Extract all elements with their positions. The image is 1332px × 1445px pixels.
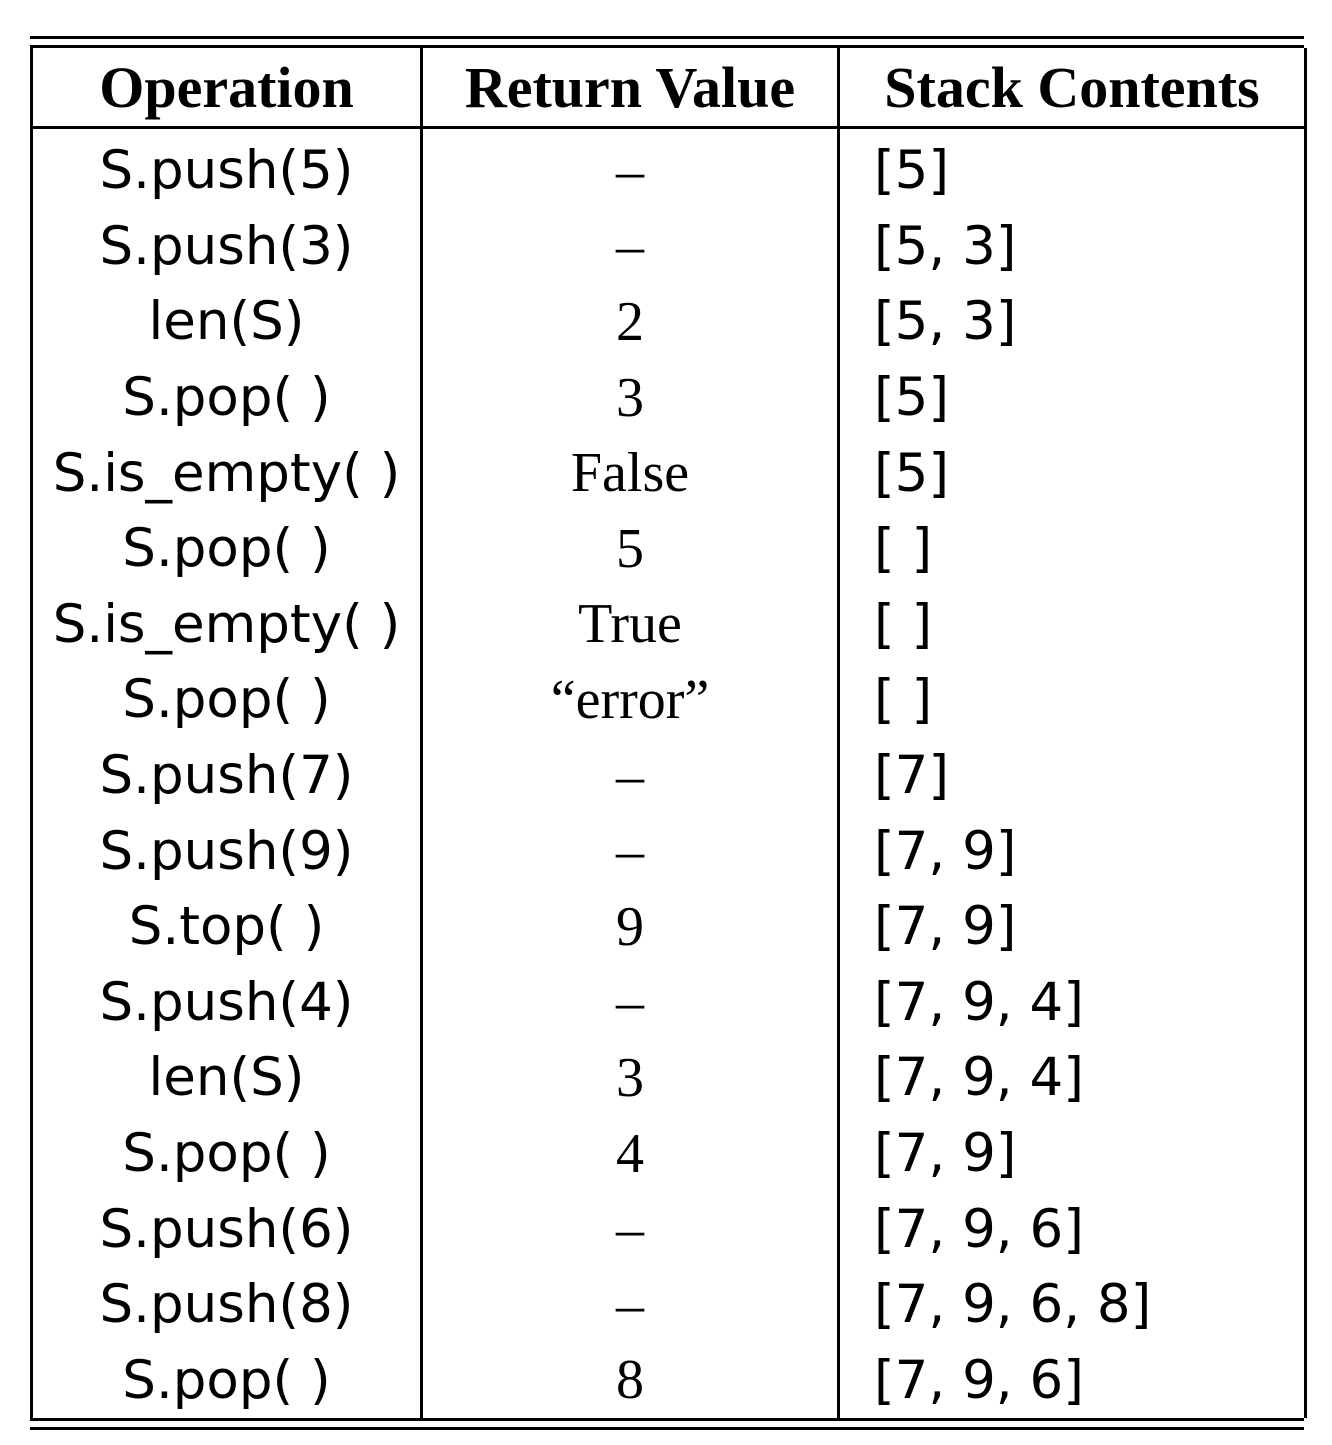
stack-contents-cell: [7, 9, 4] xyxy=(837,964,1307,1041)
top-rule-inner xyxy=(30,45,1304,48)
return-value-cell: – xyxy=(420,813,840,889)
stack-operations-table: Operation Return Value Stack Contents S.… xyxy=(30,48,1307,1419)
return-value-cell: 4 xyxy=(420,1115,840,1192)
return-value-cell: – xyxy=(420,1266,840,1343)
operation-cell: S.push(9) xyxy=(30,813,423,889)
table-row: S.push(4) – [7, 9, 4] xyxy=(30,964,1307,1041)
stack-contents-cell: [ ] xyxy=(837,586,1307,663)
header-row: Operation Return Value Stack Contents xyxy=(30,48,1307,129)
operation-cell: S.push(8) xyxy=(30,1266,423,1343)
return-value-cell: 3 xyxy=(420,359,840,436)
operation-cell: S.pop( ) xyxy=(30,510,423,587)
return-value-cell: 2 xyxy=(420,284,840,360)
return-value-cell: 5 xyxy=(420,510,840,587)
operation-cell: S.push(4) xyxy=(30,964,423,1041)
operation-cell: S.is_empty( ) xyxy=(30,435,423,511)
return-value-cell: 3 xyxy=(420,1040,840,1116)
return-value-cell: True xyxy=(420,586,840,663)
header-operation: Operation xyxy=(30,48,423,129)
table-row: S.is_empty( ) True[ ] xyxy=(30,586,1307,663)
stack-contents-cell: [5] xyxy=(837,359,1307,436)
table-row: S.is_empty( ) False [5] xyxy=(30,435,1307,511)
bottom-rule xyxy=(30,1427,1304,1431)
operation-cell: S.push(3) xyxy=(30,208,423,285)
operation-cell: S.pop( ) xyxy=(30,359,423,436)
stack-contents-cell: [7] xyxy=(837,737,1307,814)
operation-cell: S.pop( ) xyxy=(30,1115,423,1192)
stack-contents-cell: [7, 9, 6] xyxy=(837,1191,1307,1267)
stack-contents-cell: [7, 9, 4] xyxy=(837,1040,1307,1116)
table-row: S.pop( ) 5[ ] xyxy=(30,510,1307,587)
stack-contents-cell: [ ] xyxy=(837,662,1307,738)
operation-cell: S.pop( ) xyxy=(30,1342,423,1419)
stack-contents-cell: [5] xyxy=(837,127,1307,209)
operation-cell: S.top( ) xyxy=(30,888,423,965)
operation-cell: S.is_empty( ) xyxy=(30,586,423,663)
return-value-cell: – xyxy=(420,737,840,814)
table-row: S.push(8) – [7, 9, 6, 8] xyxy=(30,1266,1307,1343)
stack-contents-cell: [7, 9] xyxy=(837,888,1307,965)
operation-cell: len(S) xyxy=(30,284,423,360)
operation-cell: S.push(6) xyxy=(30,1191,423,1267)
operation-cell: S.pop( ) xyxy=(30,662,423,738)
stack-contents-cell: [7, 9, 6, 8] xyxy=(837,1266,1307,1343)
table-row: S.push(5) – [5] xyxy=(30,127,1307,209)
return-value-cell: 8 xyxy=(420,1342,840,1419)
return-value-cell: – xyxy=(420,964,840,1041)
table-row: len(S) 3 [7, 9, 4] xyxy=(30,1040,1307,1116)
table-row: S.pop( ) 8 [7, 9, 6] xyxy=(30,1342,1307,1419)
operation-cell: S.push(5) xyxy=(30,127,423,209)
return-value-cell: – xyxy=(420,127,840,209)
stack-contents-cell: [5] xyxy=(837,435,1307,511)
top-rule xyxy=(30,36,1304,39)
operation-cell: S.push(7) xyxy=(30,737,423,814)
stack-operations-table-container: Operation Return Value Stack Contents S.… xyxy=(30,36,1307,1431)
stack-contents-cell: [7, 9] xyxy=(837,813,1307,889)
return-value-cell: – xyxy=(420,208,840,285)
return-value-cell: – xyxy=(420,1191,840,1267)
table-row: S.pop( ) “error”[ ] xyxy=(30,662,1307,738)
table-row: S.top( ) 9 [7, 9] xyxy=(30,888,1307,965)
return-value-cell: 9 xyxy=(420,888,840,965)
table-row: S.push(6) – [7, 9, 6] xyxy=(30,1191,1307,1267)
return-value-cell: “error” xyxy=(420,662,840,738)
table-row: S.push(7) – [7] xyxy=(30,737,1307,814)
stack-contents-cell: [7, 9] xyxy=(837,1115,1307,1192)
table-row: S.pop( ) 4 [7, 9] xyxy=(30,1115,1307,1192)
table-row: S.push(3) – [5, 3] xyxy=(30,208,1307,285)
stack-contents-cell: [5, 3] xyxy=(837,284,1307,360)
table-row: S.push(9) – [7, 9] xyxy=(30,813,1307,889)
return-value-cell: False xyxy=(420,435,840,511)
header-return-value: Return Value xyxy=(420,48,840,129)
header-stack-contents: Stack Contents xyxy=(837,48,1307,129)
bottom-rule-inner xyxy=(30,1418,1304,1422)
operation-cell: len(S) xyxy=(30,1040,423,1116)
table-row: len(S) 2 [5, 3] xyxy=(30,284,1307,360)
table-row: S.pop( ) 3 [5] xyxy=(30,359,1307,436)
stack-contents-cell: [7, 9, 6] xyxy=(837,1342,1307,1419)
table-body: S.push(5) – [5] S.push(3) – [5, 3] len(S) 2 [5, … xyxy=(30,127,1307,1419)
stack-contents-cell: [5, 3] xyxy=(837,208,1307,285)
stack-contents-cell: [ ] xyxy=(837,510,1307,587)
